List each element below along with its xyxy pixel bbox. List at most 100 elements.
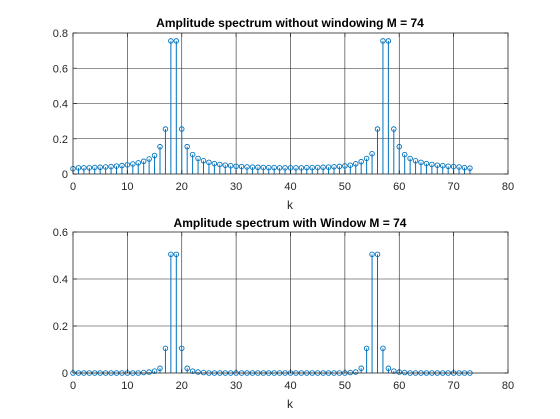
stem-marker (189, 368, 196, 374)
x-axis-label: k (287, 198, 294, 212)
stem-marker (189, 151, 196, 158)
stem-marker (266, 164, 272, 171)
x-axis-label: k (287, 397, 294, 411)
grid-lines (73, 33, 508, 174)
stem-marker (249, 164, 256, 170)
stem-marker (195, 155, 201, 162)
stem-marker (75, 165, 82, 171)
chart-title: Amplitude spectrum with Window M = 74 (174, 216, 407, 230)
stem-marker (358, 365, 364, 372)
x-tick-label: 20 (176, 181, 188, 193)
x-tick-label: 70 (448, 380, 460, 392)
x-tick-label: 50 (339, 380, 351, 392)
stem-marker (130, 161, 136, 167)
stem-marker (391, 126, 397, 132)
y-tick-label: 0 (62, 169, 68, 181)
x-tick-label: 40 (284, 181, 296, 193)
stem-marker (418, 159, 424, 166)
x-tick-label: 0 (70, 181, 76, 193)
stem-marker (146, 369, 152, 375)
stem-marker (369, 150, 375, 157)
stem-marker (374, 126, 381, 132)
stem-marker (238, 163, 245, 170)
stem-marker (380, 345, 386, 352)
subplot-top: Amplitude spectrum without windowing M =… (53, 16, 514, 212)
stem-marker (467, 165, 473, 171)
stem-marker (369, 251, 375, 258)
stem-marker (178, 126, 185, 132)
stem-marker (184, 143, 190, 150)
x-tick-label: 20 (176, 380, 188, 392)
stem-marker (222, 162, 228, 168)
stem-marker (347, 162, 354, 168)
stem-marker (151, 368, 158, 374)
x-tick-label: 60 (393, 380, 405, 392)
stem-marker (363, 155, 370, 162)
stem-marker (380, 38, 386, 44)
y-tick-label: 0.4 (53, 274, 68, 286)
y-tick-label: 0.2 (53, 134, 68, 146)
x-tick-label: 30 (230, 181, 242, 193)
stem-marker (456, 164, 462, 170)
stem-marker (342, 163, 348, 169)
stem-marker (91, 164, 98, 171)
stem-marker (162, 126, 169, 132)
stem-marker (401, 151, 408, 158)
stem-marker (233, 163, 239, 169)
stem-marker (217, 161, 223, 168)
stem-marker (391, 368, 397, 374)
stem-marker (336, 163, 343, 170)
stem-marker (97, 164, 103, 171)
stem-marker (412, 158, 419, 164)
stem-marker (374, 251, 381, 258)
x-tick-label: 70 (448, 181, 460, 193)
stem-marker (146, 156, 152, 162)
stem-marker (440, 162, 446, 169)
y-tick-label: 0 (62, 368, 68, 380)
y-tick-label: 0.4 (53, 99, 68, 111)
stem-marker (173, 251, 180, 258)
stem-marker (140, 158, 147, 165)
stem-marker (108, 163, 114, 170)
stem-marker (124, 162, 131, 168)
stem-marker (157, 365, 163, 372)
stem-marker (271, 164, 277, 171)
tick-marks (72, 231, 509, 374)
x-tick-label: 80 (502, 181, 514, 193)
stem-marker (140, 369, 147, 376)
stem-marker (184, 365, 190, 372)
y-tick-label: 0.2 (53, 321, 68, 333)
stem-marker (113, 163, 120, 169)
stem-marker (401, 369, 408, 376)
x-tick-label: 10 (121, 380, 133, 392)
x-tick-label: 0 (70, 380, 76, 392)
stem-marker (168, 38, 174, 44)
grid-lines (73, 232, 508, 373)
stem-series (70, 251, 473, 376)
stem-marker (200, 369, 207, 376)
stem-marker (162, 345, 169, 352)
subplot-bottom: Amplitude spectrum with Window M = 74 k … (53, 216, 514, 411)
stem-marker (461, 164, 468, 171)
stem-marker (206, 159, 212, 166)
stem-marker (434, 162, 441, 168)
stem-marker (157, 143, 163, 150)
stem-marker (385, 38, 392, 44)
stem-marker (260, 164, 267, 171)
x-tick-label: 60 (393, 181, 405, 193)
stem-marker (325, 164, 332, 170)
stem-marker (363, 345, 370, 352)
stem-marker (244, 164, 250, 170)
x-tick-label: 30 (230, 380, 242, 392)
stem-marker (445, 163, 451, 169)
stem-marker (298, 165, 305, 171)
stem-marker (423, 160, 430, 167)
stem-marker (353, 161, 359, 167)
stem-marker (314, 164, 321, 171)
stem-marker (407, 155, 413, 162)
y-tick-label: 0.6 (53, 227, 68, 239)
stem-marker (429, 161, 435, 168)
stem-series (70, 38, 473, 174)
